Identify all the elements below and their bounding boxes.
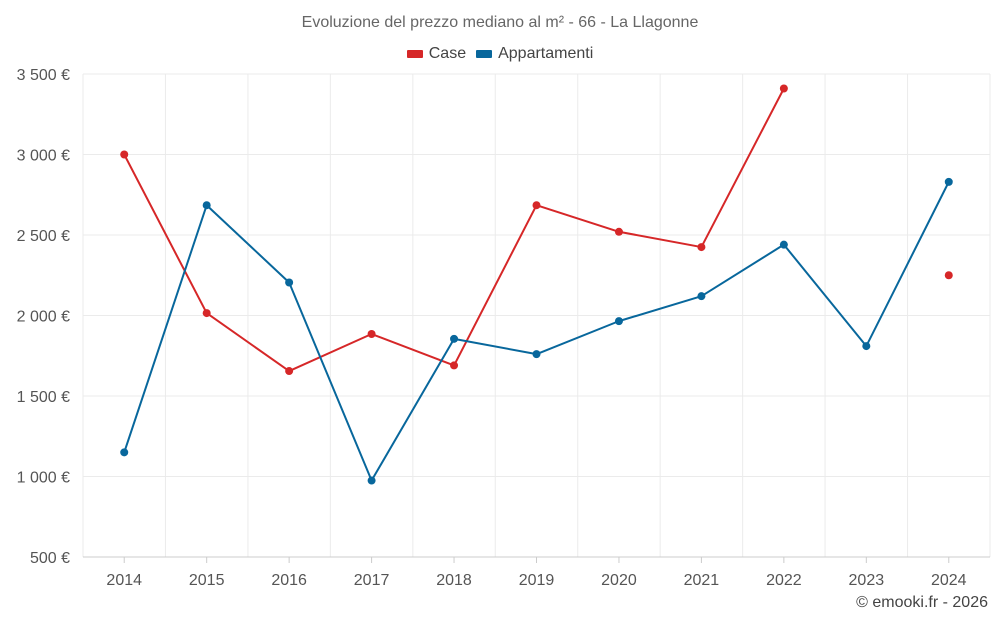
data-point-case-2017[interactable] bbox=[367, 330, 376, 339]
data-point-case-2024[interactable] bbox=[944, 271, 953, 280]
legend-swatch-appartamenti bbox=[476, 50, 493, 58]
series-appartamenti bbox=[120, 177, 953, 485]
data-point-appartamenti-2017[interactable] bbox=[367, 476, 376, 485]
x-tick-label: 2018 bbox=[436, 572, 472, 589]
series-case bbox=[120, 84, 953, 376]
data-point-appartamenti-2019[interactable] bbox=[532, 350, 541, 359]
data-point-appartamenti-2015[interactable] bbox=[202, 201, 211, 210]
y-tick-label: 500 € bbox=[30, 550, 70, 567]
legend: Case Appartamenti bbox=[0, 45, 1000, 63]
data-point-appartamenti-2020[interactable] bbox=[614, 317, 623, 326]
x-tick-label: 2021 bbox=[684, 572, 720, 589]
data-point-appartamenti-2016[interactable] bbox=[285, 278, 294, 287]
x-tick-label: 2016 bbox=[271, 572, 307, 589]
x-tick-label: 2014 bbox=[106, 572, 142, 589]
y-tick-label: 1 500 € bbox=[17, 389, 70, 406]
data-point-case-2020[interactable] bbox=[614, 227, 623, 236]
grid-layer bbox=[82, 73, 991, 558]
x-tick-label: 2023 bbox=[849, 572, 885, 589]
y-tick-label: 2 500 € bbox=[17, 228, 70, 245]
data-point-case-2015[interactable] bbox=[202, 309, 211, 318]
legend-swatch-case bbox=[406, 50, 423, 58]
x-tick-label: 2024 bbox=[931, 572, 967, 589]
x-tick-label: 2019 bbox=[519, 572, 555, 589]
chart-title: Evoluzione del prezzo mediano al m² - 66… bbox=[301, 14, 699, 31]
y-tick-label: 1 000 € bbox=[17, 470, 70, 487]
data-point-case-2018[interactable] bbox=[450, 361, 459, 370]
y-tick-label: 2 000 € bbox=[17, 309, 70, 326]
data-point-case-2022[interactable] bbox=[779, 84, 788, 93]
data-point-appartamenti-2021[interactable] bbox=[697, 292, 706, 301]
data-point-appartamenti-2024[interactable] bbox=[944, 177, 953, 186]
y-tick-label: 3 500 € bbox=[17, 67, 70, 84]
data-point-case-2019[interactable] bbox=[532, 201, 541, 210]
data-point-case-2016[interactable] bbox=[285, 367, 294, 376]
x-tick-label: 2015 bbox=[189, 572, 225, 589]
x-tick-label: 2017 bbox=[354, 572, 390, 589]
data-point-case-2021[interactable] bbox=[697, 243, 706, 252]
data-point-appartamenti-2018[interactable] bbox=[450, 334, 459, 343]
legend-label-appartamenti: Appartamenti bbox=[498, 45, 594, 62]
series-layer bbox=[120, 84, 953, 485]
credit-text: © emooki.fr - 2026 bbox=[856, 594, 988, 611]
y-tick-label: 3 000 € bbox=[17, 148, 70, 165]
data-point-case-2014[interactable] bbox=[120, 150, 129, 159]
legend-item-case[interactable]: Case bbox=[406, 45, 467, 63]
x-tick-label: 2020 bbox=[601, 572, 637, 589]
data-point-appartamenti-2014[interactable] bbox=[120, 448, 129, 457]
data-point-appartamenti-2022[interactable] bbox=[779, 240, 788, 249]
legend-label-case: Case bbox=[428, 45, 467, 62]
x-tick-label: 2022 bbox=[766, 572, 802, 589]
data-point-appartamenti-2023[interactable] bbox=[862, 342, 871, 351]
axis-layer: 500 € 1 000 € 1 500 € 2 000 € 2 500 € 3 000 €… bbox=[17, 67, 990, 589]
legend-item-appartamenti[interactable]: Appartamenti bbox=[476, 45, 593, 63]
